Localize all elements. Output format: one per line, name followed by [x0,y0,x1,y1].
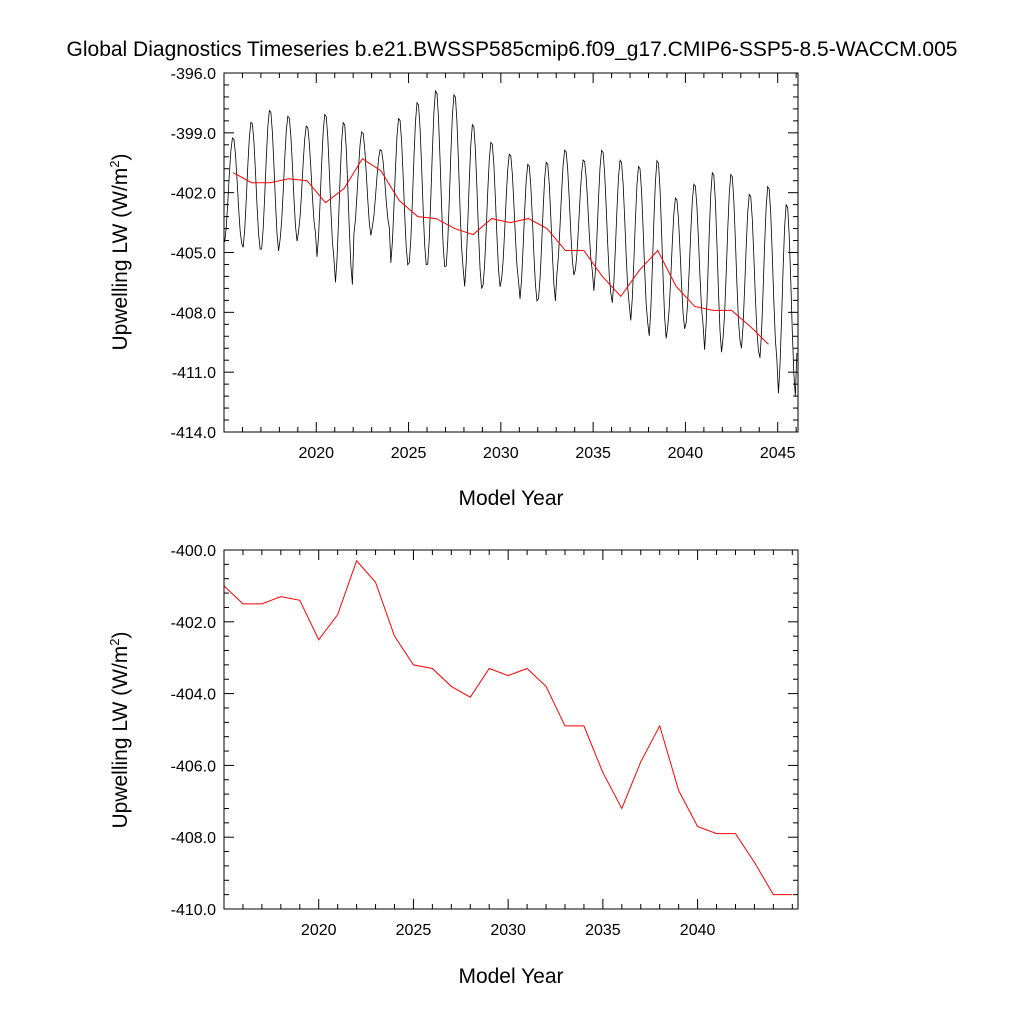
top-y-tick-label: -414.0 [171,425,216,442]
top-x-tick-label: 2025 [391,445,427,462]
top-y-tick-label: -405.0 [171,246,216,263]
top-y-tick-label: -396.0 [171,66,216,83]
bottom-x-axis-title: Model Year [458,965,563,988]
top-y-tick-label: -408.0 [171,305,216,322]
bottom-series-layer [223,559,793,896]
bottom-y-tick-label: -400.0 [171,543,216,560]
top-x-tick-label: 2040 [668,445,704,462]
top-axis-ticks: 2020 2025 2030 2035 2040 2045 -396.0 -399.0 -402… [171,66,798,462]
top-y-tick-label: -402.0 [171,186,216,203]
bottom-y-tick-label: -410.0 [171,902,216,919]
figure-title: Global Diagnostics Timeseries b.e21.BWSS… [67,38,958,61]
bottom-annual-series-line [223,559,793,896]
bottom-y-tick-label: -406.0 [171,758,216,775]
bottom-y-tick-label: -404.0 [171,687,216,704]
top-x-tick-label: 2045 [760,445,796,462]
top-x-axis-title: Model Year [458,487,563,510]
bottom-x-tick-label: 2035 [585,922,621,939]
bottom-x-tick-label: 2020 [301,922,337,939]
bottom-y-tick-label: -408.0 [171,830,216,847]
top-annual-series-line [232,158,769,345]
top-plot-frame [223,72,799,433]
top-monthly-series-line [224,89,798,396]
top-y-tick-label: -399.0 [171,126,216,143]
bottom-axis-ticks: 2020 2025 2030 2035 2040 -400.0 -402.0 -404.0 -4… [171,543,798,939]
bottom-y-tick-label: -402.0 [171,615,216,632]
top-panel: 2020 2025 2030 2035 2040 2045 -396.0 -399.0 -402… [107,66,799,510]
bottom-plot-frame [223,549,799,910]
top-x-tick-label: 2030 [483,445,519,462]
bottom-x-tick-label: 2040 [680,922,716,939]
top-y-tick-label: -411.0 [172,365,216,382]
top-x-tick-label: 2020 [298,445,334,462]
bottom-y-axis-title: Upwelling LW (W/m2) [107,631,132,828]
top-x-tick-label: 2035 [575,445,611,462]
bottom-x-tick-label: 2025 [396,922,432,939]
top-y-axis-title: Upwelling LW (W/m2) [107,153,132,350]
bottom-x-tick-label: 2030 [490,922,526,939]
top-series-layer [224,89,798,396]
bottom-panel: 2020 2025 2030 2035 2040 -400.0 -402.0 -404.0 -4… [107,543,799,988]
